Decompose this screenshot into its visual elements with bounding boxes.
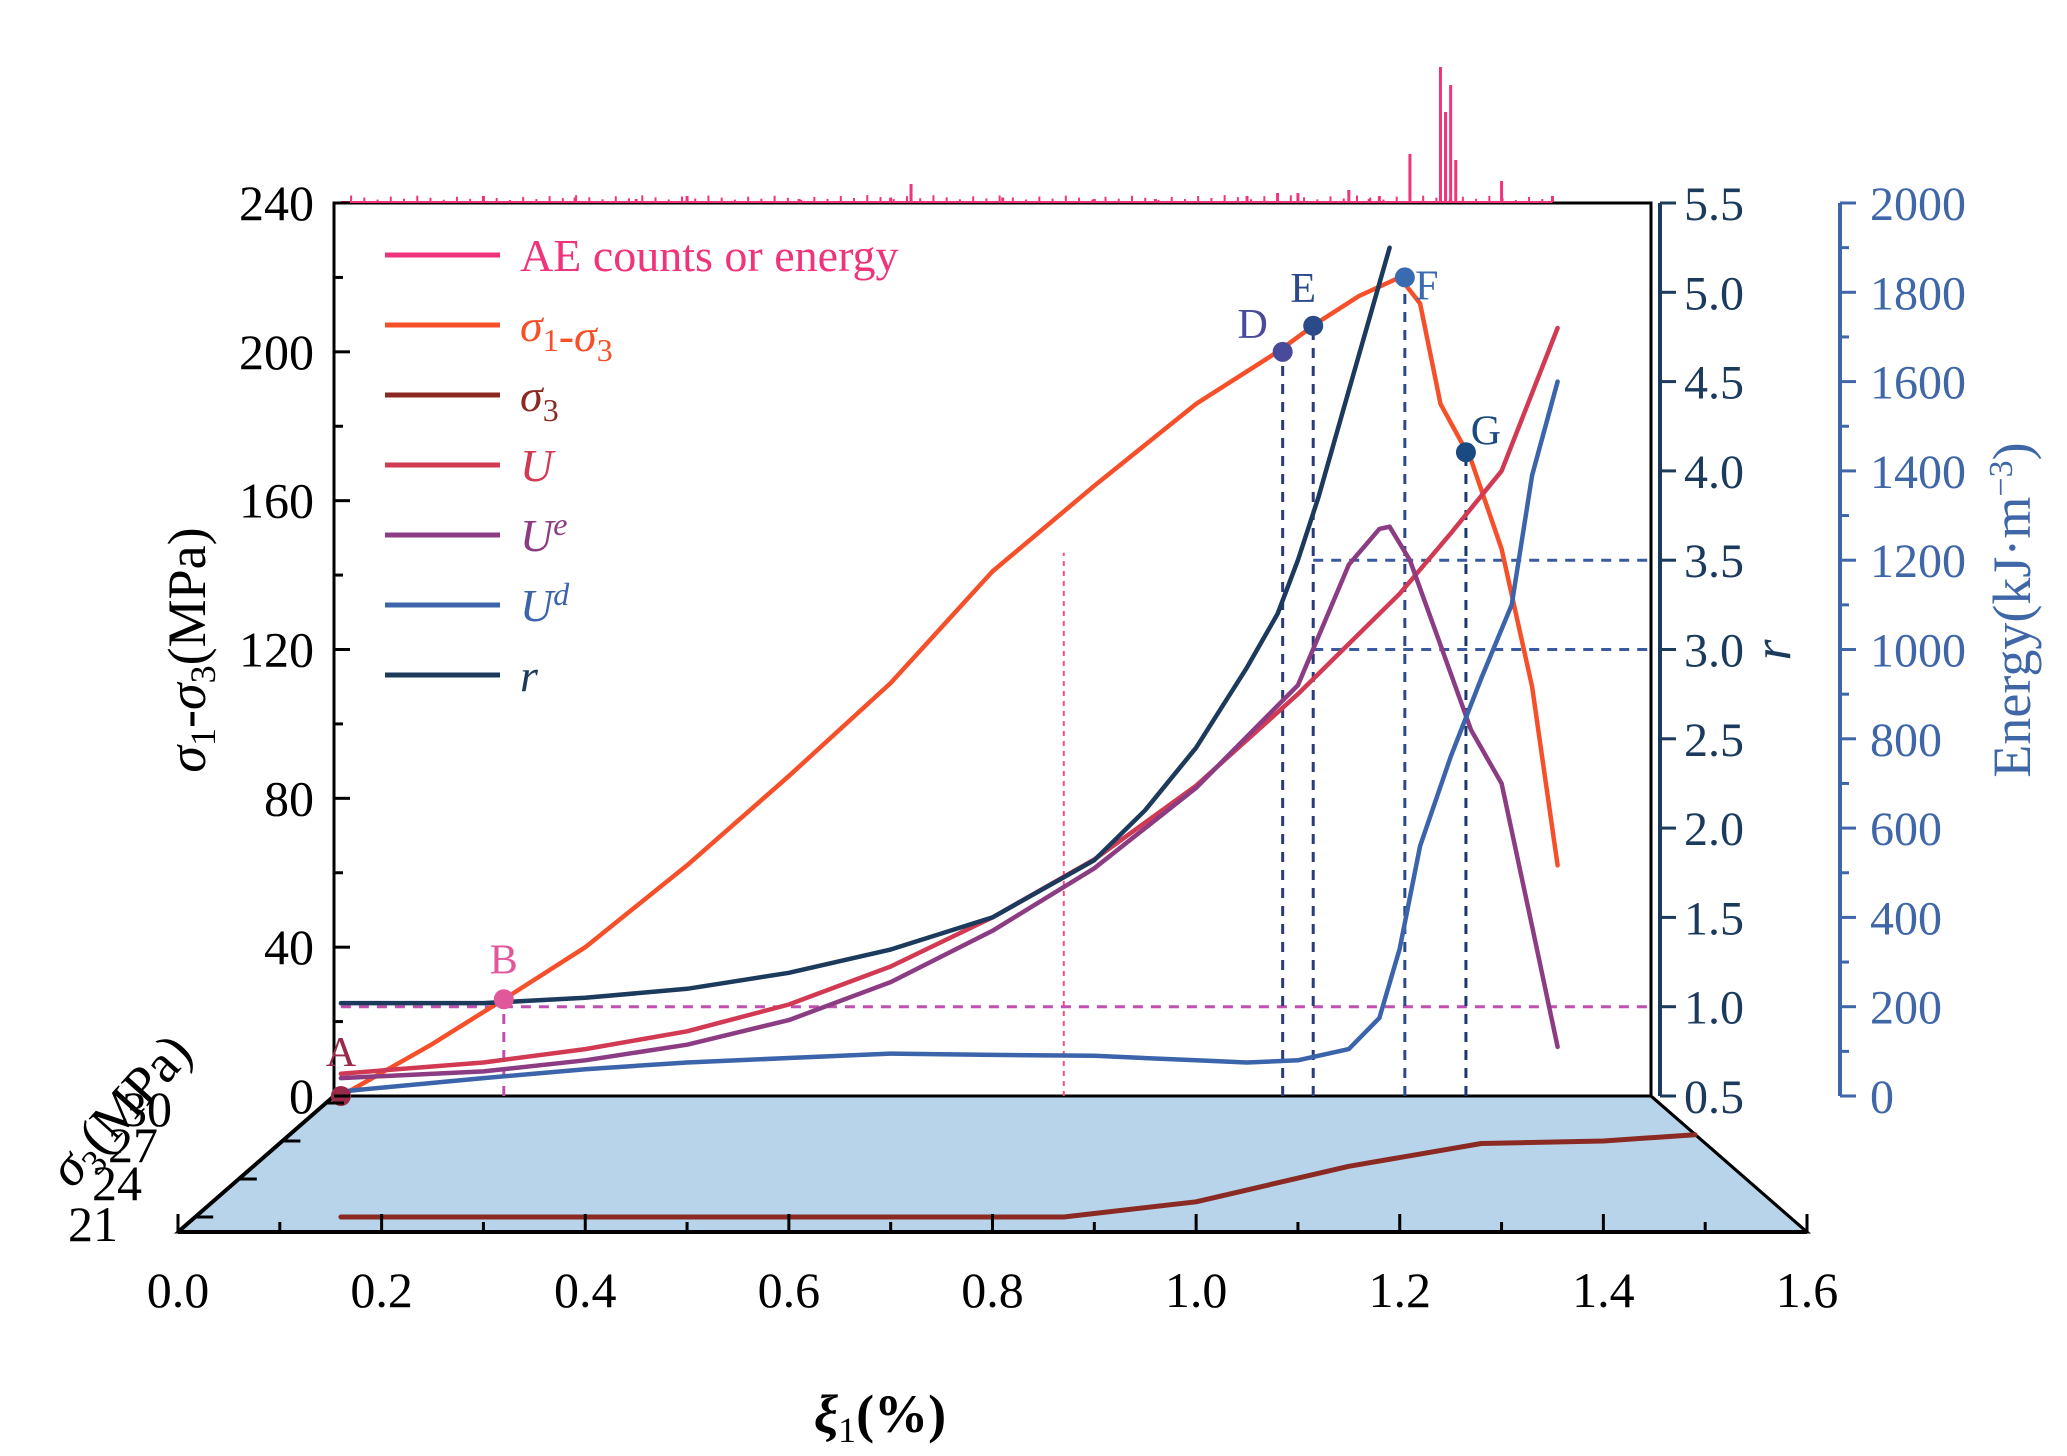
- legend-label-U: U: [520, 440, 556, 491]
- point-label-F: F: [1415, 263, 1438, 309]
- sigma3-tick-label: 24: [92, 1155, 142, 1211]
- y-energy-tick-label: 1200: [1870, 535, 1966, 588]
- y-energy-tick-label: 800: [1870, 714, 1942, 767]
- x-tick-label: 0.0: [147, 1262, 210, 1318]
- point-label-D: D: [1237, 302, 1267, 348]
- x-tick-label: 0.4: [554, 1262, 617, 1318]
- legend-label-dev: σ1-σ3: [520, 300, 613, 368]
- floor-right-edge: [1650, 1094, 1808, 1234]
- y-energy-tick-label: 600: [1870, 803, 1942, 856]
- sigma3-tick-label: 30: [122, 1081, 172, 1137]
- series-Ud: [338, 379, 1560, 1094]
- legend-label-Ud: Ud: [520, 576, 570, 631]
- y-left-tick-label: 160: [239, 473, 314, 529]
- point-D: [1272, 341, 1293, 362]
- y-r-tick-label: 5.5: [1684, 178, 1744, 231]
- series-σ3: [338, 1132, 1698, 1220]
- y-r-tick-label: 0.5: [1684, 1071, 1744, 1124]
- y-energy-tick-label: 2000: [1870, 178, 1966, 231]
- y-energy-tick-label: 1400: [1870, 446, 1966, 499]
- y-left-tick-label: 120: [239, 622, 314, 678]
- series-Ue: [338, 524, 1560, 1081]
- point-label-G: G: [1471, 408, 1501, 454]
- y-left-tick-label: 240: [239, 175, 314, 231]
- y-energy-axis-title: Energy(kJ·m−3): [1982, 442, 2042, 777]
- y-r-tick-label: 4.5: [1684, 357, 1744, 410]
- y-r-tick-label: 3.5: [1684, 535, 1744, 588]
- y-energy-tick-label: 1800: [1870, 267, 1966, 320]
- point-label-E: E: [1290, 266, 1316, 312]
- sigma3-floor-plane: [173, 1094, 1812, 1234]
- y-energy-tick-label: 0: [1870, 1071, 1894, 1124]
- x-tick-label: 1.0: [1165, 1262, 1228, 1318]
- sigma3-tick-label: 21: [68, 1196, 118, 1252]
- sigma3-tick-label: 27: [108, 1117, 158, 1173]
- x-axis-title: ξ1(%): [814, 1384, 946, 1450]
- y-energy-tick-label: 400: [1870, 892, 1942, 945]
- series-r: [338, 245, 1392, 1006]
- x-tick-label: 1.4: [1572, 1262, 1635, 1318]
- y-left-tick-label: 40: [264, 919, 314, 975]
- y-left-axis-title: σ1-σ3(MPa): [157, 527, 223, 772]
- y-r-tick-label: 4.0: [1684, 446, 1744, 499]
- point-E: [1303, 315, 1324, 336]
- y-energy-tick-label: 1600: [1870, 357, 1966, 410]
- y-energy-tick-label: 1000: [1870, 625, 1966, 678]
- x-tick-label: 1.2: [1369, 1262, 1432, 1318]
- sigma3-depth-axis: [176, 1094, 336, 1234]
- point-F: [1394, 267, 1415, 288]
- x-tick-label: 0.2: [350, 1262, 413, 1318]
- y-energy-tick-label: 200: [1870, 982, 1942, 1035]
- point-label-A: A: [326, 1030, 357, 1076]
- y-left-tick-label: 80: [264, 770, 314, 826]
- y-r-axis-title: r: [1742, 639, 1802, 661]
- y-r-tick-label: 2.0: [1684, 803, 1744, 856]
- y-r-tick-label: 1.0: [1684, 982, 1744, 1035]
- y-left-tick-label: 0: [289, 1068, 314, 1124]
- point-G: [1455, 442, 1476, 463]
- x-tick-label: 0.8: [961, 1262, 1024, 1318]
- point-label-B: B: [490, 937, 518, 983]
- y-r-tick-label: 1.5: [1684, 892, 1744, 945]
- legend-label-s3: σ3: [520, 370, 559, 428]
- y-r-tick-label: 3.0: [1684, 625, 1744, 678]
- y-left-tick-label: 200: [239, 324, 314, 380]
- x-tick-label: 1.6: [1776, 1262, 1839, 1318]
- legend-label-Ue: Ue: [520, 506, 567, 561]
- point-B: [493, 989, 514, 1010]
- legend-label-ae: AE counts or energy: [520, 230, 899, 281]
- legend-label-r: r: [520, 650, 539, 701]
- y-r-tick-label: 2.5: [1684, 714, 1744, 767]
- y-r-tick-label: 5.0: [1684, 267, 1744, 320]
- x-tick-label: 0.6: [758, 1262, 821, 1318]
